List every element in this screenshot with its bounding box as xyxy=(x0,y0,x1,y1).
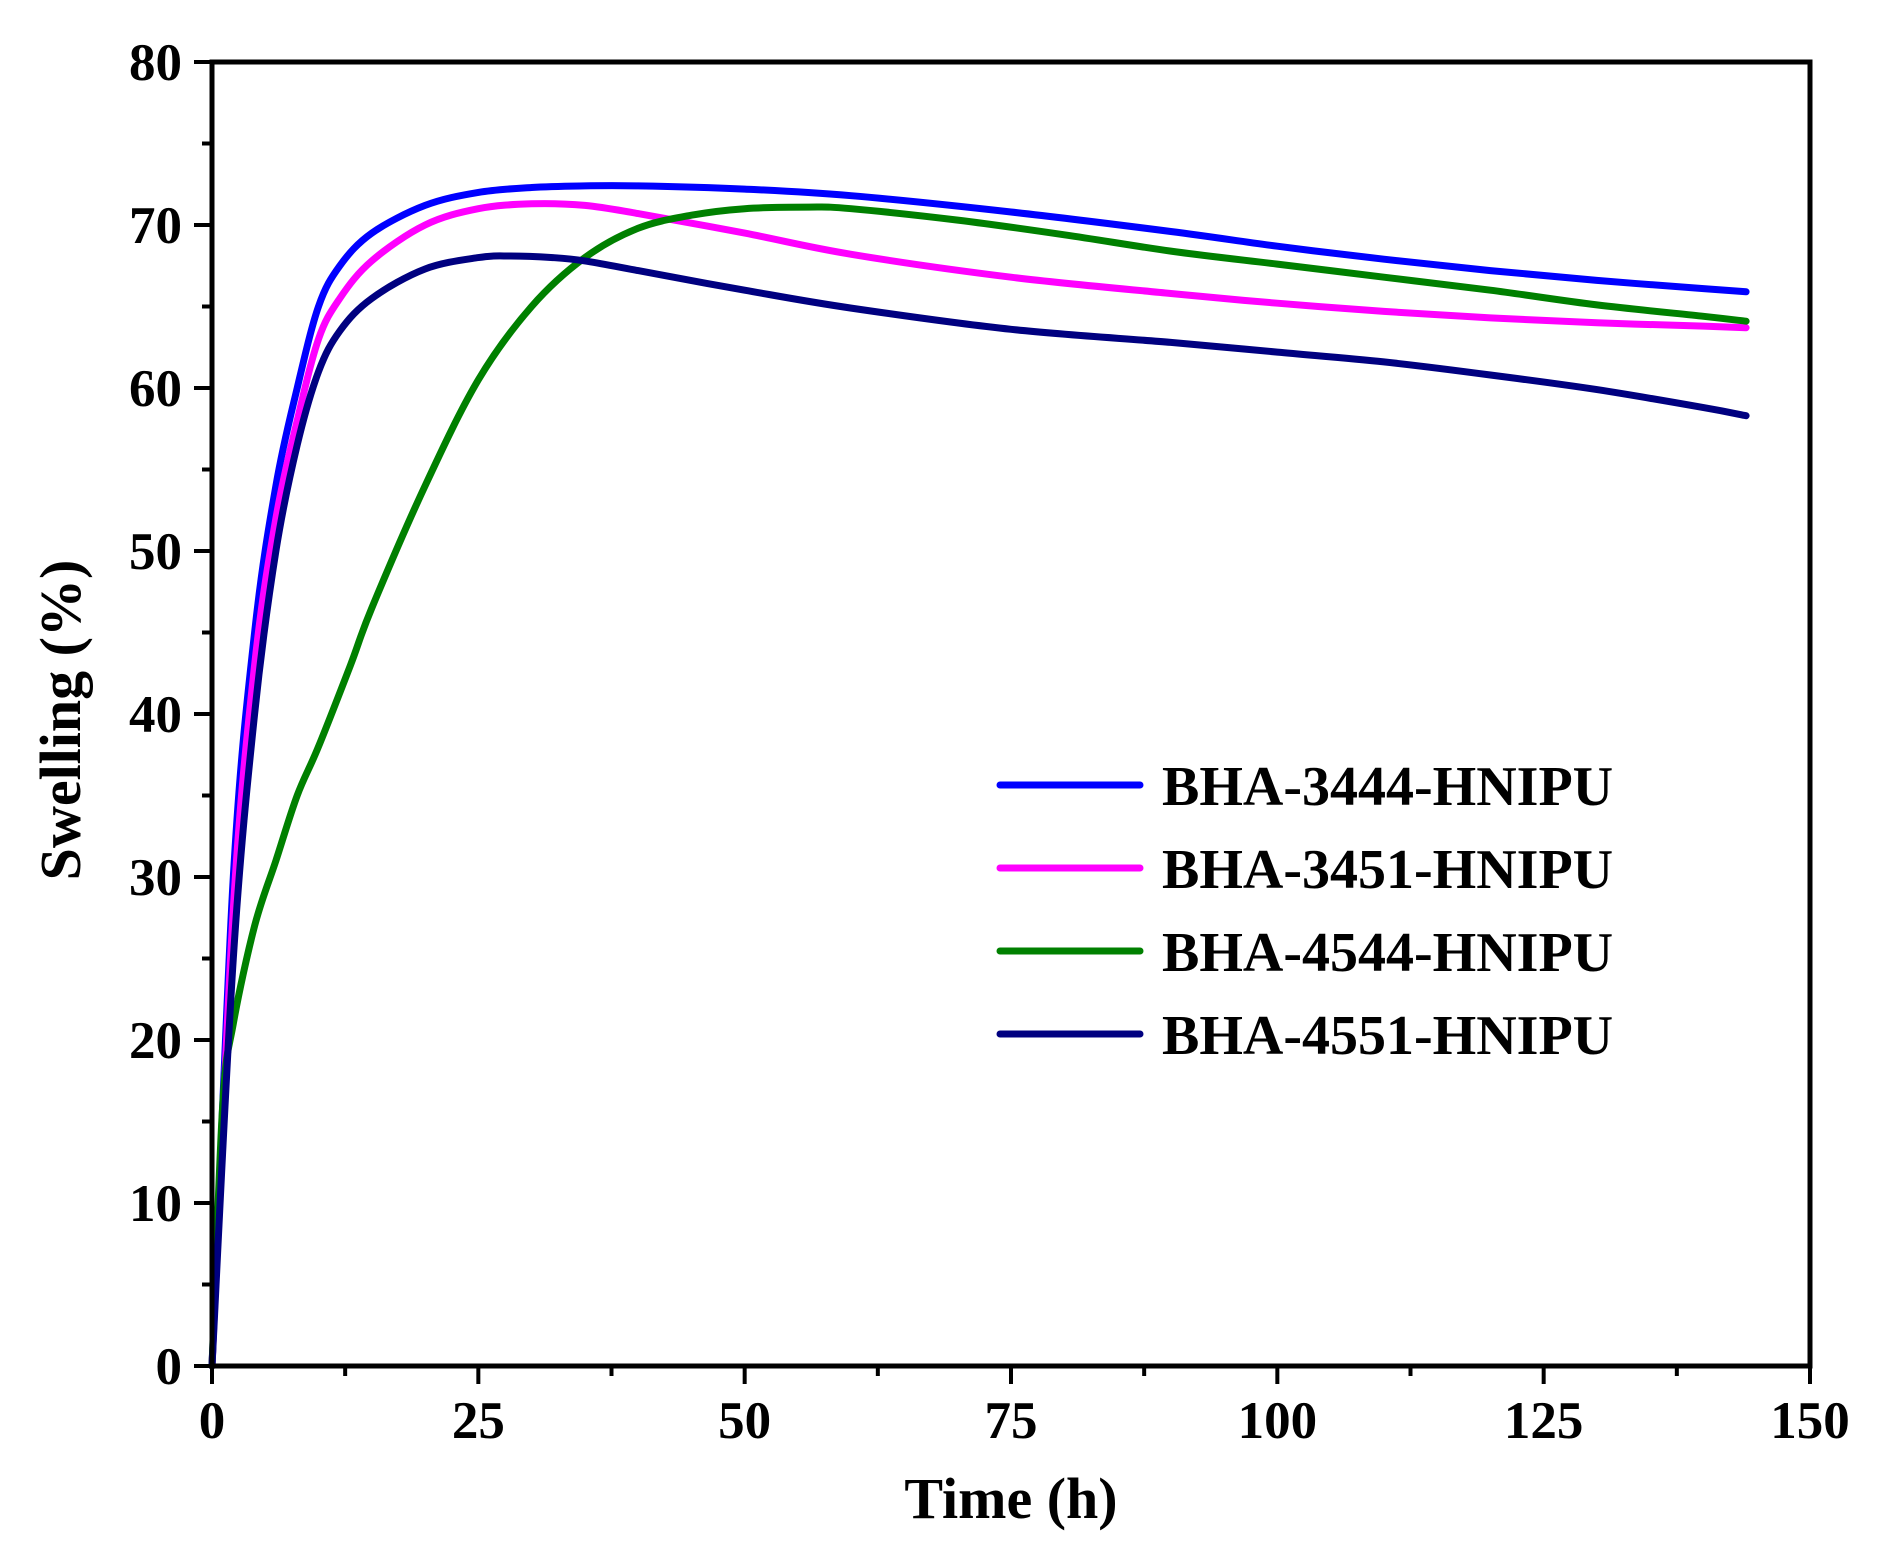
series-line-bha-4544-hnipu xyxy=(208,203,1750,1370)
series-line-bha-3451-hnipu xyxy=(208,200,1750,1370)
x-tick-labels: 0 25 50 75 100 125 150 xyxy=(199,1392,1850,1450)
x-tick-label: 0 xyxy=(199,1392,226,1450)
legend-label: BHA-4551-HNIPU xyxy=(1162,1005,1613,1067)
y-tick-label: 80 xyxy=(129,34,182,92)
x-tick-label: 125 xyxy=(1504,1392,1584,1450)
x-tick-label: 75 xyxy=(985,1392,1038,1450)
y-tick-label: 10 xyxy=(129,1175,182,1233)
legend: BHA-3444-HNIPU BHA-3451-HNIPU BHA-4544-HNI… xyxy=(996,756,1613,1067)
y-axis-title: Swelling (%) xyxy=(28,560,93,881)
y-tick-label: 30 xyxy=(129,849,182,907)
series-line-bha-3444-hnipu xyxy=(208,182,1750,1370)
y-tick-label: 50 xyxy=(129,523,182,581)
y-tick-label: 40 xyxy=(129,686,182,744)
x-tick-label: 25 xyxy=(452,1392,505,1450)
series-line-bha-4551-hnipu xyxy=(208,252,1750,1370)
y-tick-label: 70 xyxy=(129,197,182,255)
y-tick-label: 20 xyxy=(129,1012,182,1070)
series-layer xyxy=(208,182,1750,1370)
axis-ticks xyxy=(194,60,1812,1384)
x-tick-label: 100 xyxy=(1238,1392,1318,1450)
x-axis-title: Time (h) xyxy=(904,1466,1117,1531)
y-tick-labels: 0 10 20 30 40 50 60 70 80 xyxy=(129,34,182,1396)
y-tick-label: 0 xyxy=(156,1338,183,1396)
x-tick-label: 50 xyxy=(718,1392,771,1450)
legend-label: BHA-4544-HNIPU xyxy=(1162,922,1613,984)
y-tick-label: 60 xyxy=(129,360,182,418)
legend-label: BHA-3451-HNIPU xyxy=(1162,839,1613,901)
x-tick-label: 150 xyxy=(1770,1392,1850,1450)
legend-label: BHA-3444-HNIPU xyxy=(1162,756,1613,818)
